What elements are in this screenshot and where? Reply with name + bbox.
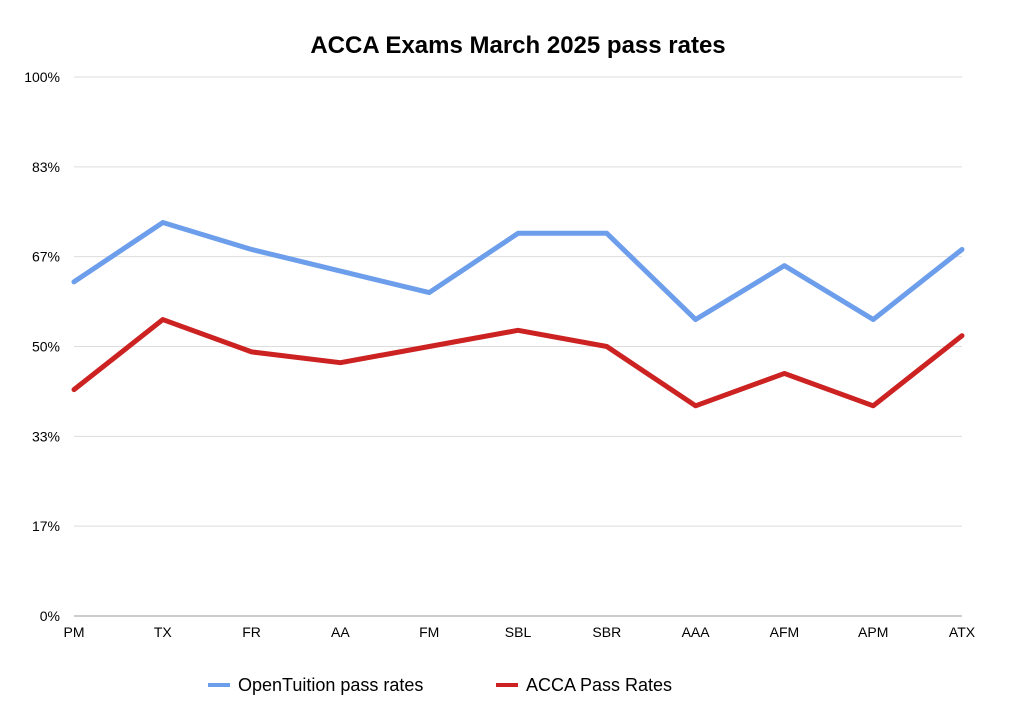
x-tick-label: SBR (592, 624, 621, 640)
x-tick-label: AA (331, 624, 350, 640)
y-tick-label: 50% (32, 339, 60, 355)
y-tick-label: 17% (32, 518, 60, 534)
x-tick-label: APM (858, 624, 888, 640)
x-tick-label: SBL (505, 624, 532, 640)
y-tick-label: 67% (32, 249, 60, 265)
series-lines (71, 220, 965, 409)
legend: OpenTuition pass rates ACCA Pass Rates (208, 675, 672, 695)
series-line (71, 317, 965, 409)
y-tick-label: 33% (32, 428, 60, 444)
legend-label: OpenTuition pass rates (238, 675, 423, 695)
y-tick-label: 100% (24, 69, 60, 85)
chart-title: ACCA Exams March 2025 pass rates (310, 32, 725, 59)
x-tick-label: ATX (949, 624, 976, 640)
y-axis-ticks: 0% 17% 33% 50% 67% 83% 100% (24, 69, 60, 624)
gridlines (74, 76, 962, 617)
y-tick-label: 0% (40, 608, 60, 624)
legend-label: ACCA Pass Rates (526, 675, 672, 695)
x-tick-label: PM (64, 624, 85, 640)
series-line (71, 220, 965, 323)
x-tick-label: TX (154, 624, 173, 640)
y-tick-label: 83% (32, 159, 60, 175)
x-tick-label: FR (242, 624, 261, 640)
x-tick-label: AAA (682, 624, 711, 640)
x-tick-label: AFM (770, 624, 800, 640)
x-axis-ticks: PM TX FR AA FM SBL SBR AAA AFM APM ATX (64, 624, 976, 640)
x-tick-label: FM (419, 624, 439, 640)
